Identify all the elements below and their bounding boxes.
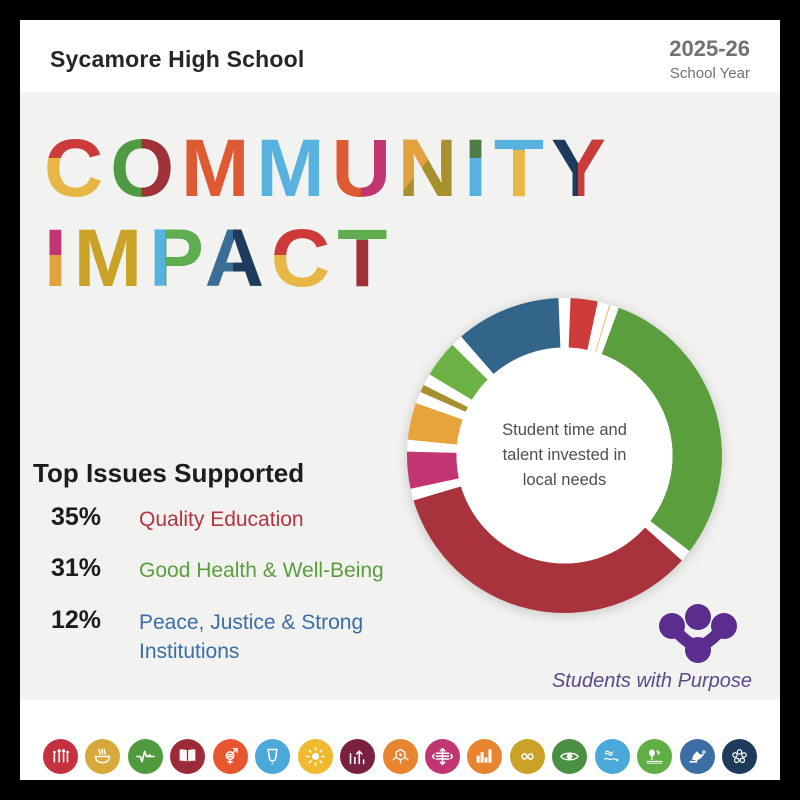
svg-text:M: M	[74, 213, 149, 293]
svg-text:M: M	[181, 123, 256, 214]
svg-text:M: M	[256, 123, 331, 214]
